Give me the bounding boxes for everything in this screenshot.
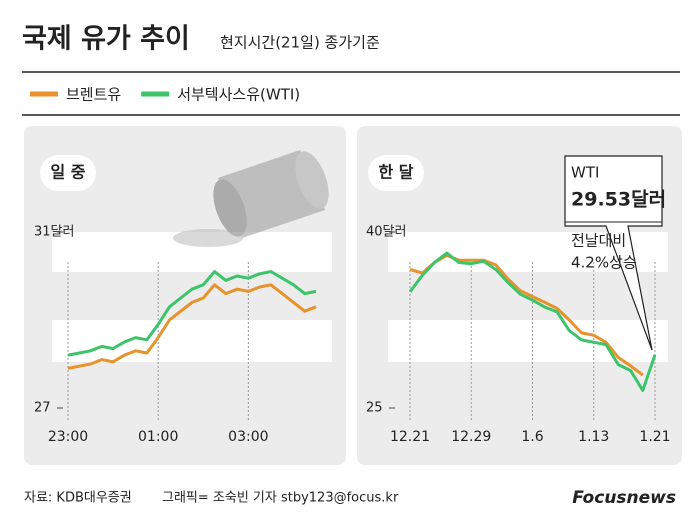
oil-barrel-illustration — [173, 150, 329, 247]
x-tick-label: 1.13 — [578, 429, 609, 445]
legend: 브렌트유 서부텍사스유(WTI) — [30, 86, 300, 104]
x-tick-label: 01:00 — [138, 429, 178, 445]
plots: 27 31달러 23:00 01:00 03:00 25 40달러 12.21 12.29 1.6… — [34, 225, 671, 446]
band — [388, 320, 668, 362]
callout — [564, 155, 663, 351]
subtitle: 현지시간(21일) 종가기준 — [220, 34, 380, 52]
x-tick-label: 1.21 — [639, 429, 670, 445]
chart-title-badge — [40, 155, 96, 191]
x-tick-label: 12.29 — [451, 429, 491, 445]
x-tick-label: 23:00 — [48, 429, 88, 445]
y-tick-label: 40달러 — [366, 225, 406, 240]
chart-title: 일 중 — [50, 163, 85, 182]
x-tick-label: 03:00 — [228, 429, 268, 445]
callout-label: WTI — [571, 164, 599, 182]
legend-label: 서부텍사스유(WTI) — [177, 86, 300, 104]
callout-value: 29.53달러 — [571, 189, 666, 211]
credit: 그래픽= 조숙빈 기자 stby123@focus.kr — [162, 491, 399, 506]
y-tick-label: 25 — [366, 401, 383, 416]
callout-note: 전날대비 — [571, 232, 626, 250]
chart-title: 한 달 — [378, 163, 413, 182]
callout-note: 4.2%상승 — [571, 254, 637, 272]
chart-title-badge — [368, 155, 424, 191]
y-tick-label: 27 — [34, 401, 51, 416]
source: 자료: KDB대우증권 — [24, 491, 132, 506]
logo: Focusnews — [572, 488, 676, 508]
title: 국제 유가 추이 — [22, 24, 190, 55]
x-tick-label: 1.6 — [521, 429, 543, 445]
y-tick-label: 31달러 — [34, 225, 74, 240]
series-line — [67, 270, 317, 357]
series-line — [67, 283, 317, 370]
series-line — [408, 251, 657, 392]
band — [52, 320, 332, 362]
legend-label: 브렌트유 — [66, 86, 121, 104]
x-tick-label: 12.21 — [390, 429, 430, 445]
